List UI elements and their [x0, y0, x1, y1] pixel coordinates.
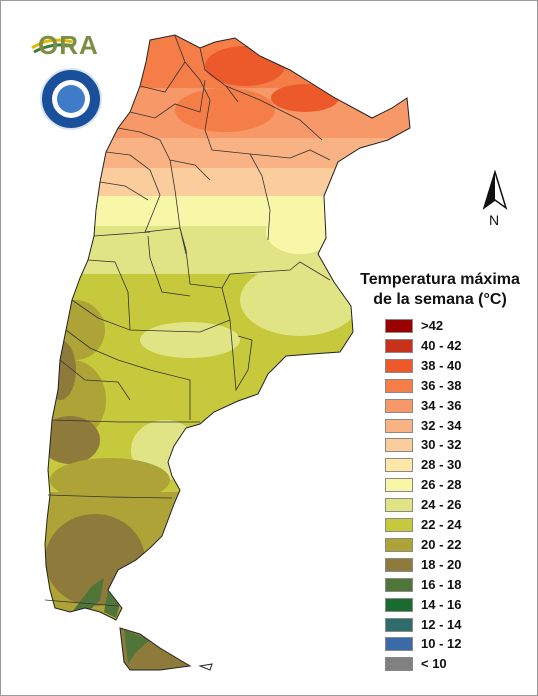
- legend-swatch: [385, 378, 413, 393]
- legend-title-line2: de la semana (°C): [373, 291, 507, 308]
- logo-swoosh-icon: [31, 38, 75, 54]
- legend-swatch: [385, 637, 413, 652]
- legend-swatch: [385, 597, 413, 612]
- legend-label: 40 - 42: [421, 337, 462, 353]
- north-arrow-icon: [482, 169, 508, 210]
- legend-label: 24 - 26: [421, 497, 462, 513]
- legend-swatch: [385, 338, 413, 353]
- legend-title-line1: Temperatura máxima: [360, 271, 520, 288]
- legend-swatch: [385, 438, 413, 453]
- legend-label: 20 - 22: [421, 536, 462, 552]
- legend-swatch: [385, 418, 413, 433]
- legend-label: 28 - 30: [421, 457, 462, 473]
- legend-swatch: [385, 458, 413, 473]
- legend-swatch: [385, 478, 413, 493]
- legend-label: 30 - 32: [421, 437, 462, 453]
- ora-logo: ORA: [30, 26, 110, 66]
- legend-label: >42: [421, 318, 444, 333]
- legend-label: 32 - 34: [421, 417, 462, 433]
- legend-swatch: [385, 657, 413, 672]
- legend-title: Temperatura máxima de la semana (°C): [345, 270, 535, 310]
- legend-label: 36 - 38: [421, 377, 462, 393]
- province-boundaries: [44, 35, 331, 607]
- legend-label: < 10: [421, 656, 447, 672]
- legend-swatch: [385, 358, 413, 373]
- legend-swatch: [385, 577, 413, 592]
- logo-text: ORA: [38, 30, 99, 60]
- legend-swatch: [385, 518, 413, 532]
- seal-icon: [40, 68, 102, 130]
- north-arrow: N: [482, 169, 508, 230]
- country-outline: [44, 34, 411, 621]
- legend-label: 18 - 20: [421, 556, 462, 572]
- tierra-del-fuego-outline: [119, 627, 192, 671]
- legend-label: 16 - 18: [421, 576, 462, 592]
- legend-swatch: [385, 557, 413, 572]
- legend-label: 12 - 14: [421, 616, 462, 632]
- seal-center: [57, 85, 85, 113]
- legend-swatch: [385, 617, 413, 632]
- north-label: N: [489, 212, 500, 228]
- legend-label: 26 - 28: [421, 477, 462, 493]
- islands-outline: [198, 663, 213, 671]
- legend-swatch: [385, 498, 413, 513]
- legend-label: 10 - 12: [421, 636, 462, 652]
- legend-swatch: [385, 537, 413, 552]
- legend-swatch: [385, 319, 413, 333]
- legend-label: 38 - 40: [421, 357, 462, 373]
- legend-swatch: [385, 398, 413, 413]
- legend-label: 22 - 24: [421, 517, 462, 532]
- legend-label: 34 - 36: [421, 397, 462, 413]
- legend-label: 14 - 16: [421, 596, 462, 612]
